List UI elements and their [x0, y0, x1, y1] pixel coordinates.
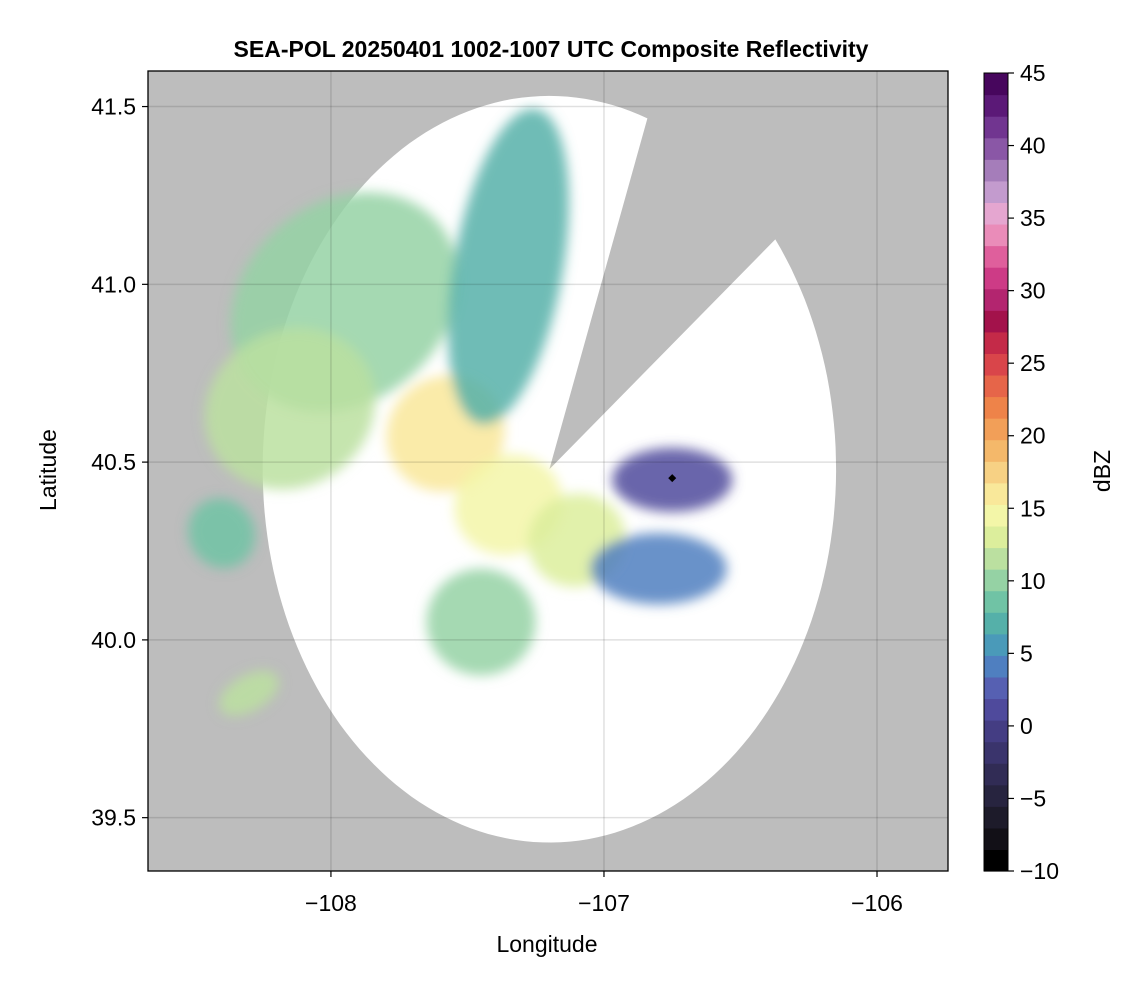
x-axis-label: Longitude	[496, 931, 597, 957]
colorbar-tick-label: −5	[1020, 785, 1046, 811]
colorbar-bin	[984, 698, 1008, 721]
station-marker	[668, 474, 677, 483]
colorbar-bin	[984, 202, 1008, 225]
colorbar-tick-label: 5	[1020, 640, 1033, 666]
colorbar-bin	[984, 73, 1008, 96]
y-tick-label: 41.0	[91, 271, 136, 297]
colorbar-bin	[984, 310, 1008, 333]
colorbar-tick-label: 10	[1020, 568, 1046, 594]
colorbar-frame	[983, 72, 1009, 872]
colorbar-bin	[984, 741, 1008, 764]
colorbar-tick-label: 25	[1020, 350, 1046, 376]
colorbar-label: dBZ	[1089, 450, 1115, 492]
colorbar-tick-label: 35	[1020, 205, 1046, 231]
axis-ticks: −108 −107 −106 39.5 40.0 40.5 41.0 41.5	[91, 94, 903, 916]
colorbar-tick-label: −10	[1020, 858, 1059, 884]
plot-frame	[147, 70, 949, 872]
colorbar-bin	[984, 720, 1008, 743]
colorbar-bin	[984, 827, 1008, 851]
colorbar-bin	[984, 288, 1008, 311]
colorbar-bin	[984, 784, 1008, 807]
x-tick-label: −106	[851, 890, 903, 916]
colorbar-bin	[984, 374, 1008, 398]
colorbar-bin	[984, 633, 1008, 656]
y-tick-label: 40.0	[91, 627, 136, 653]
x-tick-label: −107	[578, 890, 630, 916]
colorbar-bin	[984, 245, 1008, 268]
y-tick-label: 39.5	[91, 805, 136, 831]
colorbar-bin	[984, 461, 1008, 484]
colorbar-bin	[984, 655, 1008, 678]
colorbar-tick-label: 0	[1020, 713, 1033, 739]
colorbar-tick-label: 30	[1020, 278, 1046, 304]
colorbar-bin	[984, 137, 1008, 160]
echo-far-southwest	[219, 670, 279, 716]
chart-title: SEA-POL 20250401 1002-1007 UTC Composite…	[234, 36, 869, 62]
colorbar-bin	[984, 547, 1008, 570]
colorbar-bin	[984, 180, 1008, 204]
colorbar-bin	[984, 806, 1008, 829]
y-tick-label: 40.5	[91, 449, 136, 475]
y-axis-label: Latitude	[35, 429, 61, 511]
colorbar-bin	[984, 353, 1008, 376]
echo-west-core	[204, 328, 376, 490]
colorbar-bin	[984, 223, 1008, 247]
colorbar-bin	[984, 116, 1008, 139]
colorbar-bin	[984, 569, 1008, 592]
colorbar-bin	[984, 418, 1008, 441]
colorbar-bin	[984, 267, 1008, 290]
echo-southwest-band	[188, 498, 256, 569]
y-tick-label: 41.5	[91, 94, 136, 120]
colorbar-bin	[984, 676, 1008, 700]
echo-south-band	[426, 568, 536, 676]
colorbar-bin	[984, 612, 1008, 635]
grid-lines	[148, 71, 948, 871]
colorbar-bin	[984, 763, 1008, 786]
colorbar-bin	[984, 439, 1008, 462]
colorbar-tick-label: 15	[1020, 495, 1046, 521]
colorbar-bin	[984, 482, 1008, 505]
colorbar-tick-label: 20	[1020, 423, 1046, 449]
colorbar-bin	[984, 504, 1008, 527]
colorbar-bin	[984, 525, 1008, 549]
colorbar-tick-label: 45	[1020, 60, 1046, 86]
radar-data-layer	[188, 95, 837, 843]
echo-regions	[188, 108, 733, 716]
colorbar-bin	[984, 159, 1008, 182]
colorbar-bin	[984, 849, 1008, 872]
colorbar: −10 −5 0 5 10 15 20 25 30 35 40 45	[983, 60, 1059, 884]
colorbar-bin	[984, 331, 1008, 354]
colorbar-bin	[984, 590, 1008, 613]
colorbar-bin	[984, 396, 1008, 419]
echo-north-arm	[447, 108, 569, 425]
colorbar-bin	[984, 94, 1008, 117]
colorbar-tick-label: 40	[1020, 133, 1046, 159]
echo-east-fringe	[590, 533, 727, 605]
x-tick-label: −108	[305, 890, 357, 916]
